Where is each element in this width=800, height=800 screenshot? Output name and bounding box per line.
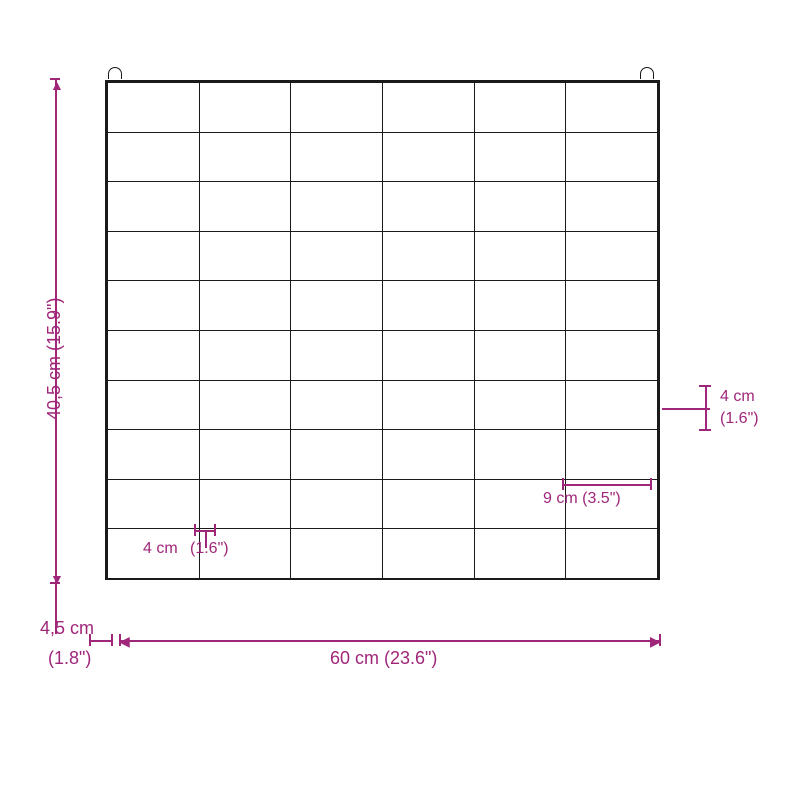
hanger-right-icon xyxy=(640,67,654,79)
dim-depth-label-top: 4,5 cm xyxy=(40,618,94,639)
dim-cellheight-ext xyxy=(662,408,710,410)
dim-celldepth-label-top: 4 cm xyxy=(143,540,178,558)
dim-cellwidth-line xyxy=(563,484,651,486)
dim-width-arrow-left: ◀ xyxy=(119,634,130,648)
dim-depth-line xyxy=(90,640,112,642)
dim-width-line xyxy=(120,640,660,642)
dim-cellwidth-label: 9 cm (3.5") xyxy=(543,490,621,508)
dim-celldepth-label-bot: (1.6") xyxy=(190,540,229,558)
dim-celldepth-tick-right xyxy=(214,524,216,536)
dim-height-arrow-bottom: ▼ xyxy=(50,572,64,586)
dim-height-arrow-top: ▲ xyxy=(50,78,64,92)
dim-depth-label-bot: (1.8") xyxy=(48,648,91,669)
dim-width-arrow-right: ▶ xyxy=(650,634,661,648)
hanger-left-icon xyxy=(108,67,122,79)
dim-cellwidth-tick-right xyxy=(650,478,652,490)
dim-cellheight-tick-top xyxy=(699,385,711,387)
dim-height-label: 40,5 cm (15.9") xyxy=(44,298,65,420)
dim-cellheight-label-top: 4 cm xyxy=(720,388,755,406)
dim-cellheight-label-bot: (1.6") xyxy=(720,410,759,428)
dim-width-label: 60 cm (23.6") xyxy=(330,648,437,669)
dim-cellheight-line xyxy=(705,386,707,430)
diagram-container: ▲ ▼ 40,5 cm (15.9") ◀ ▶ 60 cm (23.6") 4,… xyxy=(0,0,800,800)
dim-cellheight-tick-bot xyxy=(699,429,711,431)
dim-celldepth-tick-left xyxy=(194,524,196,536)
dim-cellwidth-tick-left xyxy=(562,478,564,490)
dim-depth-tick-right xyxy=(111,634,113,646)
